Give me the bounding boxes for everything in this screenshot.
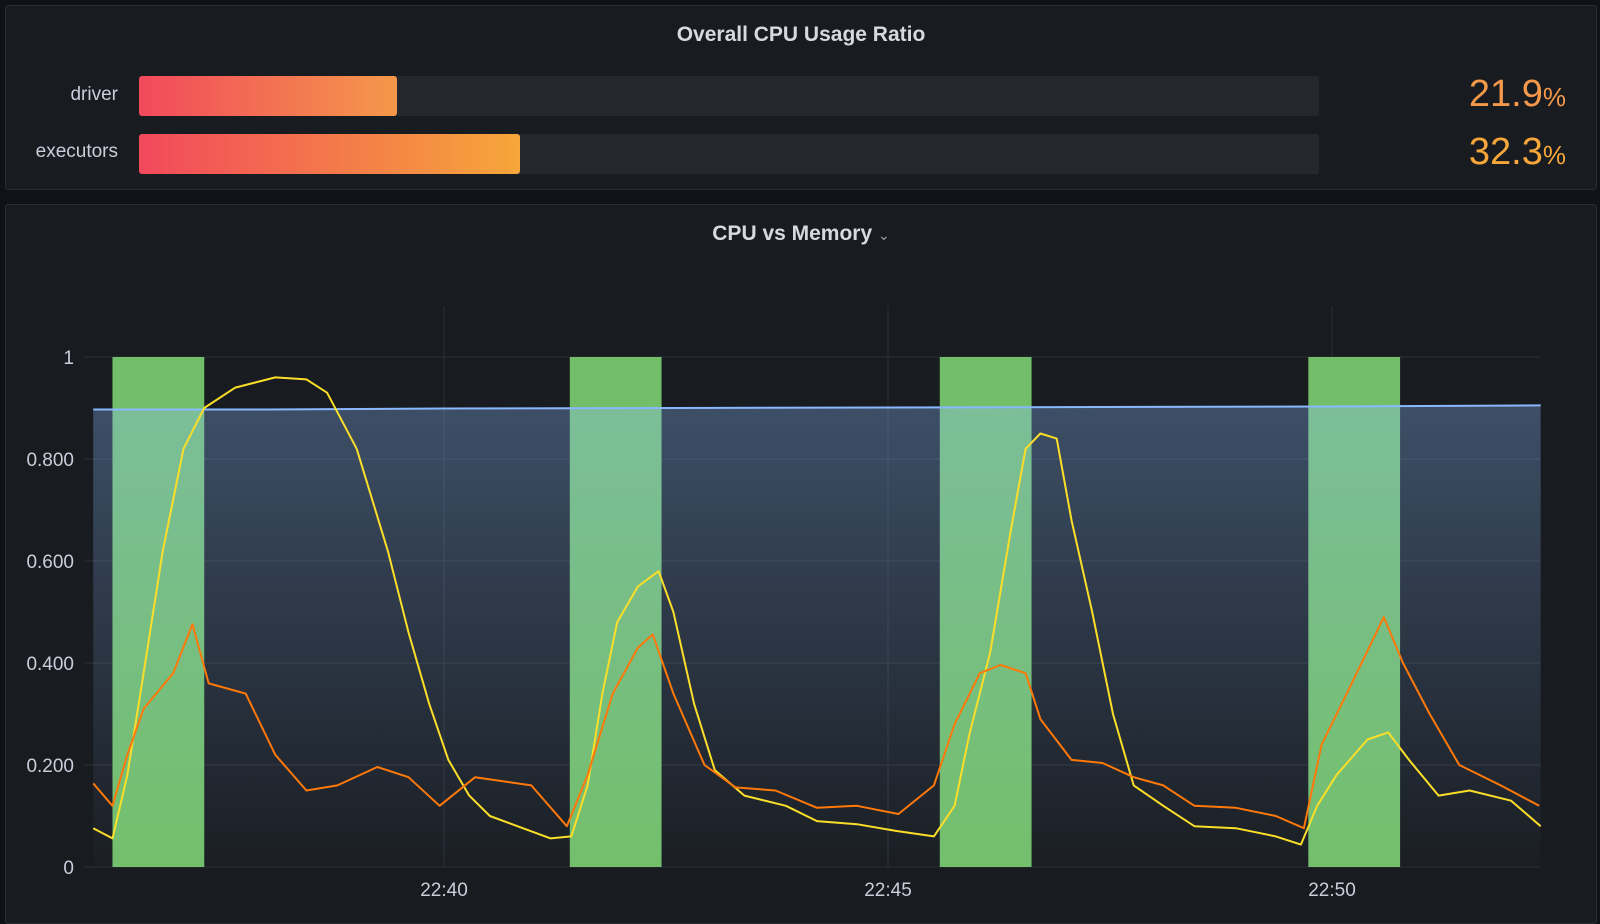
value-unit: %	[1542, 140, 1566, 170]
y-tick-label: 0.400	[26, 654, 74, 675]
y-tick-label: 0	[63, 858, 74, 879]
value-executors: 32.3%	[1469, 131, 1566, 174]
value-number: 21.9	[1468, 73, 1543, 115]
x-tick-label: 22:40	[420, 880, 468, 901]
bar-fill-executors	[139, 134, 521, 174]
value-driver: 21.9%	[1469, 73, 1566, 116]
x-tick-label: 22:50	[1308, 880, 1356, 901]
bar-label-driver: driver	[70, 84, 118, 105]
chevron-down-icon[interactable]: ⌄	[878, 227, 890, 243]
bar-fill-driver	[139, 76, 398, 116]
panel-title-text: CPU vs Memory	[712, 222, 873, 245]
y-tick-label: 1	[63, 348, 74, 369]
panel-title[interactable]: Overall CPU Usage Ratio	[676, 23, 926, 46]
bar-label-executors: executors	[35, 141, 118, 162]
x-tick-label: 22:45	[864, 880, 912, 901]
y-tick-label: 0.200	[26, 756, 74, 777]
y-tick-label: 0.600	[26, 552, 74, 573]
series-line-0	[93, 404, 1541, 411]
bar-gauge-driver	[139, 76, 1319, 116]
series-line-2	[92, 616, 1540, 830]
series-line-1	[92, 376, 1542, 846]
value-number: 32.3	[1468, 131, 1543, 173]
y-tick-label: 0.800	[26, 450, 74, 471]
value-unit: %	[1542, 82, 1566, 112]
series-area-fill	[93, 405, 1541, 867]
panel-title[interactable]: CPU vs Memory ⌄	[6, 222, 1596, 246]
cpu-usage-ratio-panel: Overall CPU Usage Ratio driver 21.9% exe…	[5, 5, 1597, 190]
bar-gauge-executors	[139, 134, 1319, 174]
